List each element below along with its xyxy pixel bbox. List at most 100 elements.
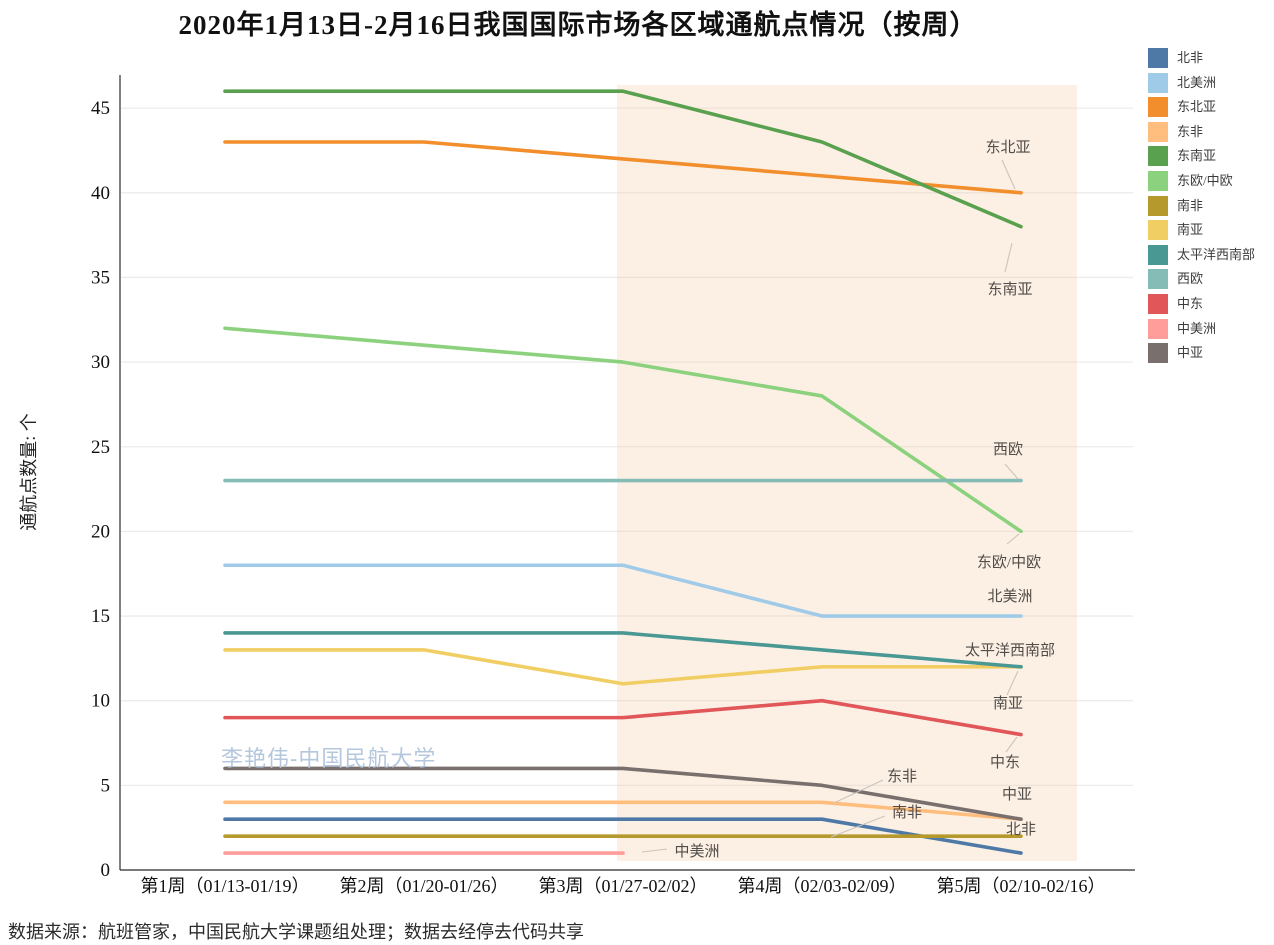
legend-item-central-america: 中美洲 [1148, 318, 1274, 339]
annotation-leader-south-asia [1006, 670, 1019, 696]
legend-swatch-east-africa [1148, 121, 1168, 142]
annotation-central-america: 中美洲 [674, 843, 719, 860]
legend-swatch-north-africa [1148, 48, 1168, 68]
annotation-leader-southeast-asia [1004, 242, 1013, 273]
series-lines [223, 89, 1023, 855]
legend-item-southeast-asia: 东南亚 [1148, 146, 1274, 167]
legend-label-central-asia: 中亚 [1177, 345, 1204, 361]
legend-label-central-america: 中美洲 [1177, 320, 1217, 336]
highlight-band [617, 85, 1077, 861]
legend-swatch-western-europe [1148, 269, 1168, 290]
annotation-north-africa: 北非 [1006, 821, 1036, 838]
legend-label-east-africa: 东非 [1177, 123, 1204, 139]
legend-swatch-east-central-europe [1148, 170, 1168, 191]
annotation-leader-central-america [641, 848, 668, 853]
series-line-middle-east [223, 698, 1023, 737]
annotation-leader-northeast-asia [1001, 159, 1016, 190]
gridlines [121, 107, 1133, 871]
series-line-northeast-asia [223, 140, 1023, 195]
series-line-east-africa [223, 800, 1023, 822]
annotation-south-asia: 南亚 [993, 695, 1023, 712]
legend-item-western-europe: 西欧 [1148, 269, 1274, 290]
y-tick-label: 10 [91, 691, 110, 712]
annotation-central-asia: 中亚 [1002, 786, 1032, 803]
series-line-south-asia [223, 648, 1023, 686]
y-axis-title: 通航点数量: 个 [19, 413, 39, 531]
series-line-southwest-pacific [223, 631, 1023, 669]
y-tick-label: 0 [101, 860, 111, 881]
legend-label-south-asia: 南亚 [1177, 222, 1204, 238]
y-tick-label: 25 [91, 437, 110, 458]
x-tick-label: 第4周（02/03-02/09） [738, 876, 907, 896]
source-note: 数据来源：航班管家，中国民航大学课题组处理；数据去经停去代码共享 [8, 922, 584, 942]
legend-label-northeast-asia: 东北亚 [1177, 99, 1217, 115]
legend-item-central-asia: 中亚 [1148, 343, 1274, 364]
annotation-leader-western-europe [1004, 463, 1019, 480]
legend-label-north-america: 北美洲 [1177, 74, 1217, 90]
annotation-southwest-pacific: 太平洋西南部 [965, 642, 1055, 659]
legend-item-northeast-asia: 东北亚 [1148, 97, 1274, 118]
legend-label-southeast-asia: 东南亚 [1177, 148, 1217, 164]
annotation-north-america: 北美洲 [987, 588, 1032, 605]
legend-item-south-africa: 南非 [1148, 195, 1274, 216]
y-tick-label: 35 [91, 267, 110, 288]
series-line-east-central-europe [223, 326, 1023, 534]
legend-item-southwest-pacific: 太平洋西南部 [1148, 244, 1274, 265]
series-line-southeast-asia [223, 89, 1023, 229]
page-title: 2020年1月13日-2月16日我国国际市场各区域通航点情况（按周） [178, 10, 978, 40]
legend: 北非北美洲东北亚东非东南亚东欧/中欧南非南亚太平洋西南部 西欧中东中美洲中亚 [1148, 48, 1274, 368]
legend-label-western-europe: 西欧 [1177, 271, 1204, 287]
legend-swatch-central-america [1148, 318, 1168, 339]
x-tick-label: 第3周（01/27-02/02） [539, 876, 708, 896]
series-line-north-america [223, 563, 1023, 618]
legend-swatch-north-america [1148, 72, 1168, 93]
legend-swatch-southeast-asia [1148, 146, 1168, 167]
series-line-central-asia [223, 766, 1023, 822]
annotation-middle-east: 中东 [990, 754, 1020, 771]
legend-swatch-southwest-pacific [1148, 244, 1168, 265]
annotation-western-europe: 西欧 [993, 441, 1023, 458]
y-tick-label: 45 [91, 98, 110, 119]
annotation-southeast-asia: 东南亚 [987, 281, 1032, 298]
legend-item-south-asia: 南亚 [1148, 220, 1274, 241]
annotation-northeast-asia: 东北亚 [985, 139, 1030, 156]
legend-swatch-central-asia [1148, 343, 1168, 364]
legend-item-north-africa: 北非 [1148, 48, 1274, 68]
y-tick-label: 40 [91, 183, 110, 204]
annotation-east-central-europe: 东欧/中欧 [977, 554, 1041, 571]
legend-item-middle-east: 中东 [1148, 293, 1274, 314]
x-tick-label: 第2周（01/20-01/26） [340, 876, 509, 896]
annotation-leader-east-central-europe [1006, 533, 1020, 545]
legend-label-south-africa: 南非 [1177, 197, 1204, 213]
legend-swatch-middle-east [1148, 293, 1168, 314]
legend-label-middle-east: 中东 [1177, 295, 1204, 311]
x-tick-label: 第1周（01/13-01/19） [141, 876, 310, 896]
legend-label-southwest-pacific: 太平洋西南部 [1177, 246, 1256, 262]
legend-swatch-south-asia [1148, 220, 1168, 241]
annotation-south-africa: 南非 [892, 804, 922, 821]
highlight-band-rect [617, 85, 1077, 861]
y-tick-label: 20 [91, 521, 110, 542]
x-axis-tick-labels: 第1周（01/13-01/19） 第2周（01/20-01/26） 第3周（01/2… [141, 876, 1106, 896]
legend-label-east-central-europe: 东欧/中欧 [1177, 172, 1233, 188]
legend-item-east-central-europe: 东欧/中欧 [1148, 170, 1274, 191]
series-line-north-africa [223, 817, 1023, 855]
annotation-east-africa: 东非 [887, 768, 917, 785]
axes-spines [119, 75, 1135, 871]
legend-swatch-northeast-asia [1148, 97, 1168, 118]
y-tick-label: 15 [91, 606, 110, 627]
watermark: 李艳伟-中国民航大学 [221, 746, 437, 771]
legend-item-north-america: 北美洲 [1148, 72, 1274, 93]
legend-swatch-south-africa [1148, 195, 1168, 216]
y-tick-label: 5 [101, 775, 111, 796]
y-axis-tick-labels: 0 5 10 15 20 25 30 35 40 45 [91, 98, 110, 881]
legend-label-north-africa: 北非 [1177, 50, 1204, 65]
annotation-leader-south-africa [830, 815, 886, 838]
x-tick-label: 第5周（02/10-02/16） [937, 876, 1106, 896]
annotation-leader-middle-east [1005, 736, 1018, 753]
legend-item-east-africa: 东非 [1148, 121, 1274, 142]
y-tick-label: 30 [91, 352, 110, 373]
annotation-leader-east-africa [833, 779, 884, 804]
